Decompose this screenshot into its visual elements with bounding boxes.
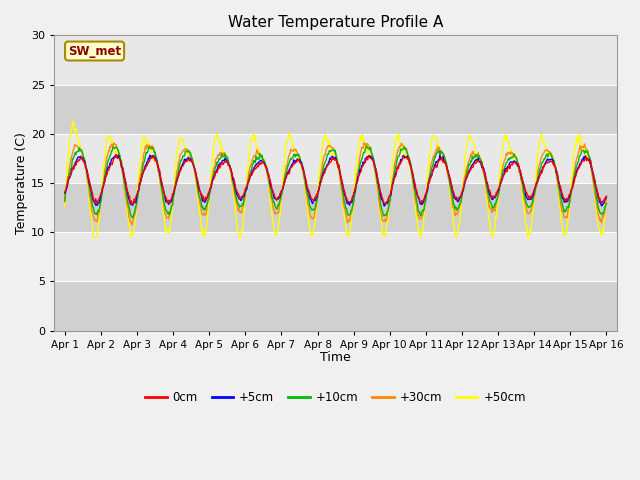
Bar bbox=[54, 281, 617, 331]
Bar bbox=[54, 134, 617, 183]
Bar bbox=[54, 232, 617, 281]
Text: SW_met: SW_met bbox=[68, 45, 121, 58]
Bar bbox=[54, 36, 617, 84]
Y-axis label: Temperature (C): Temperature (C) bbox=[15, 132, 28, 234]
Legend: 0cm, +5cm, +10cm, +30cm, +50cm: 0cm, +5cm, +10cm, +30cm, +50cm bbox=[141, 387, 531, 409]
Bar bbox=[54, 84, 617, 134]
Title: Water Temperature Profile A: Water Temperature Profile A bbox=[228, 15, 444, 30]
Bar bbox=[54, 183, 617, 232]
X-axis label: Time: Time bbox=[320, 351, 351, 364]
